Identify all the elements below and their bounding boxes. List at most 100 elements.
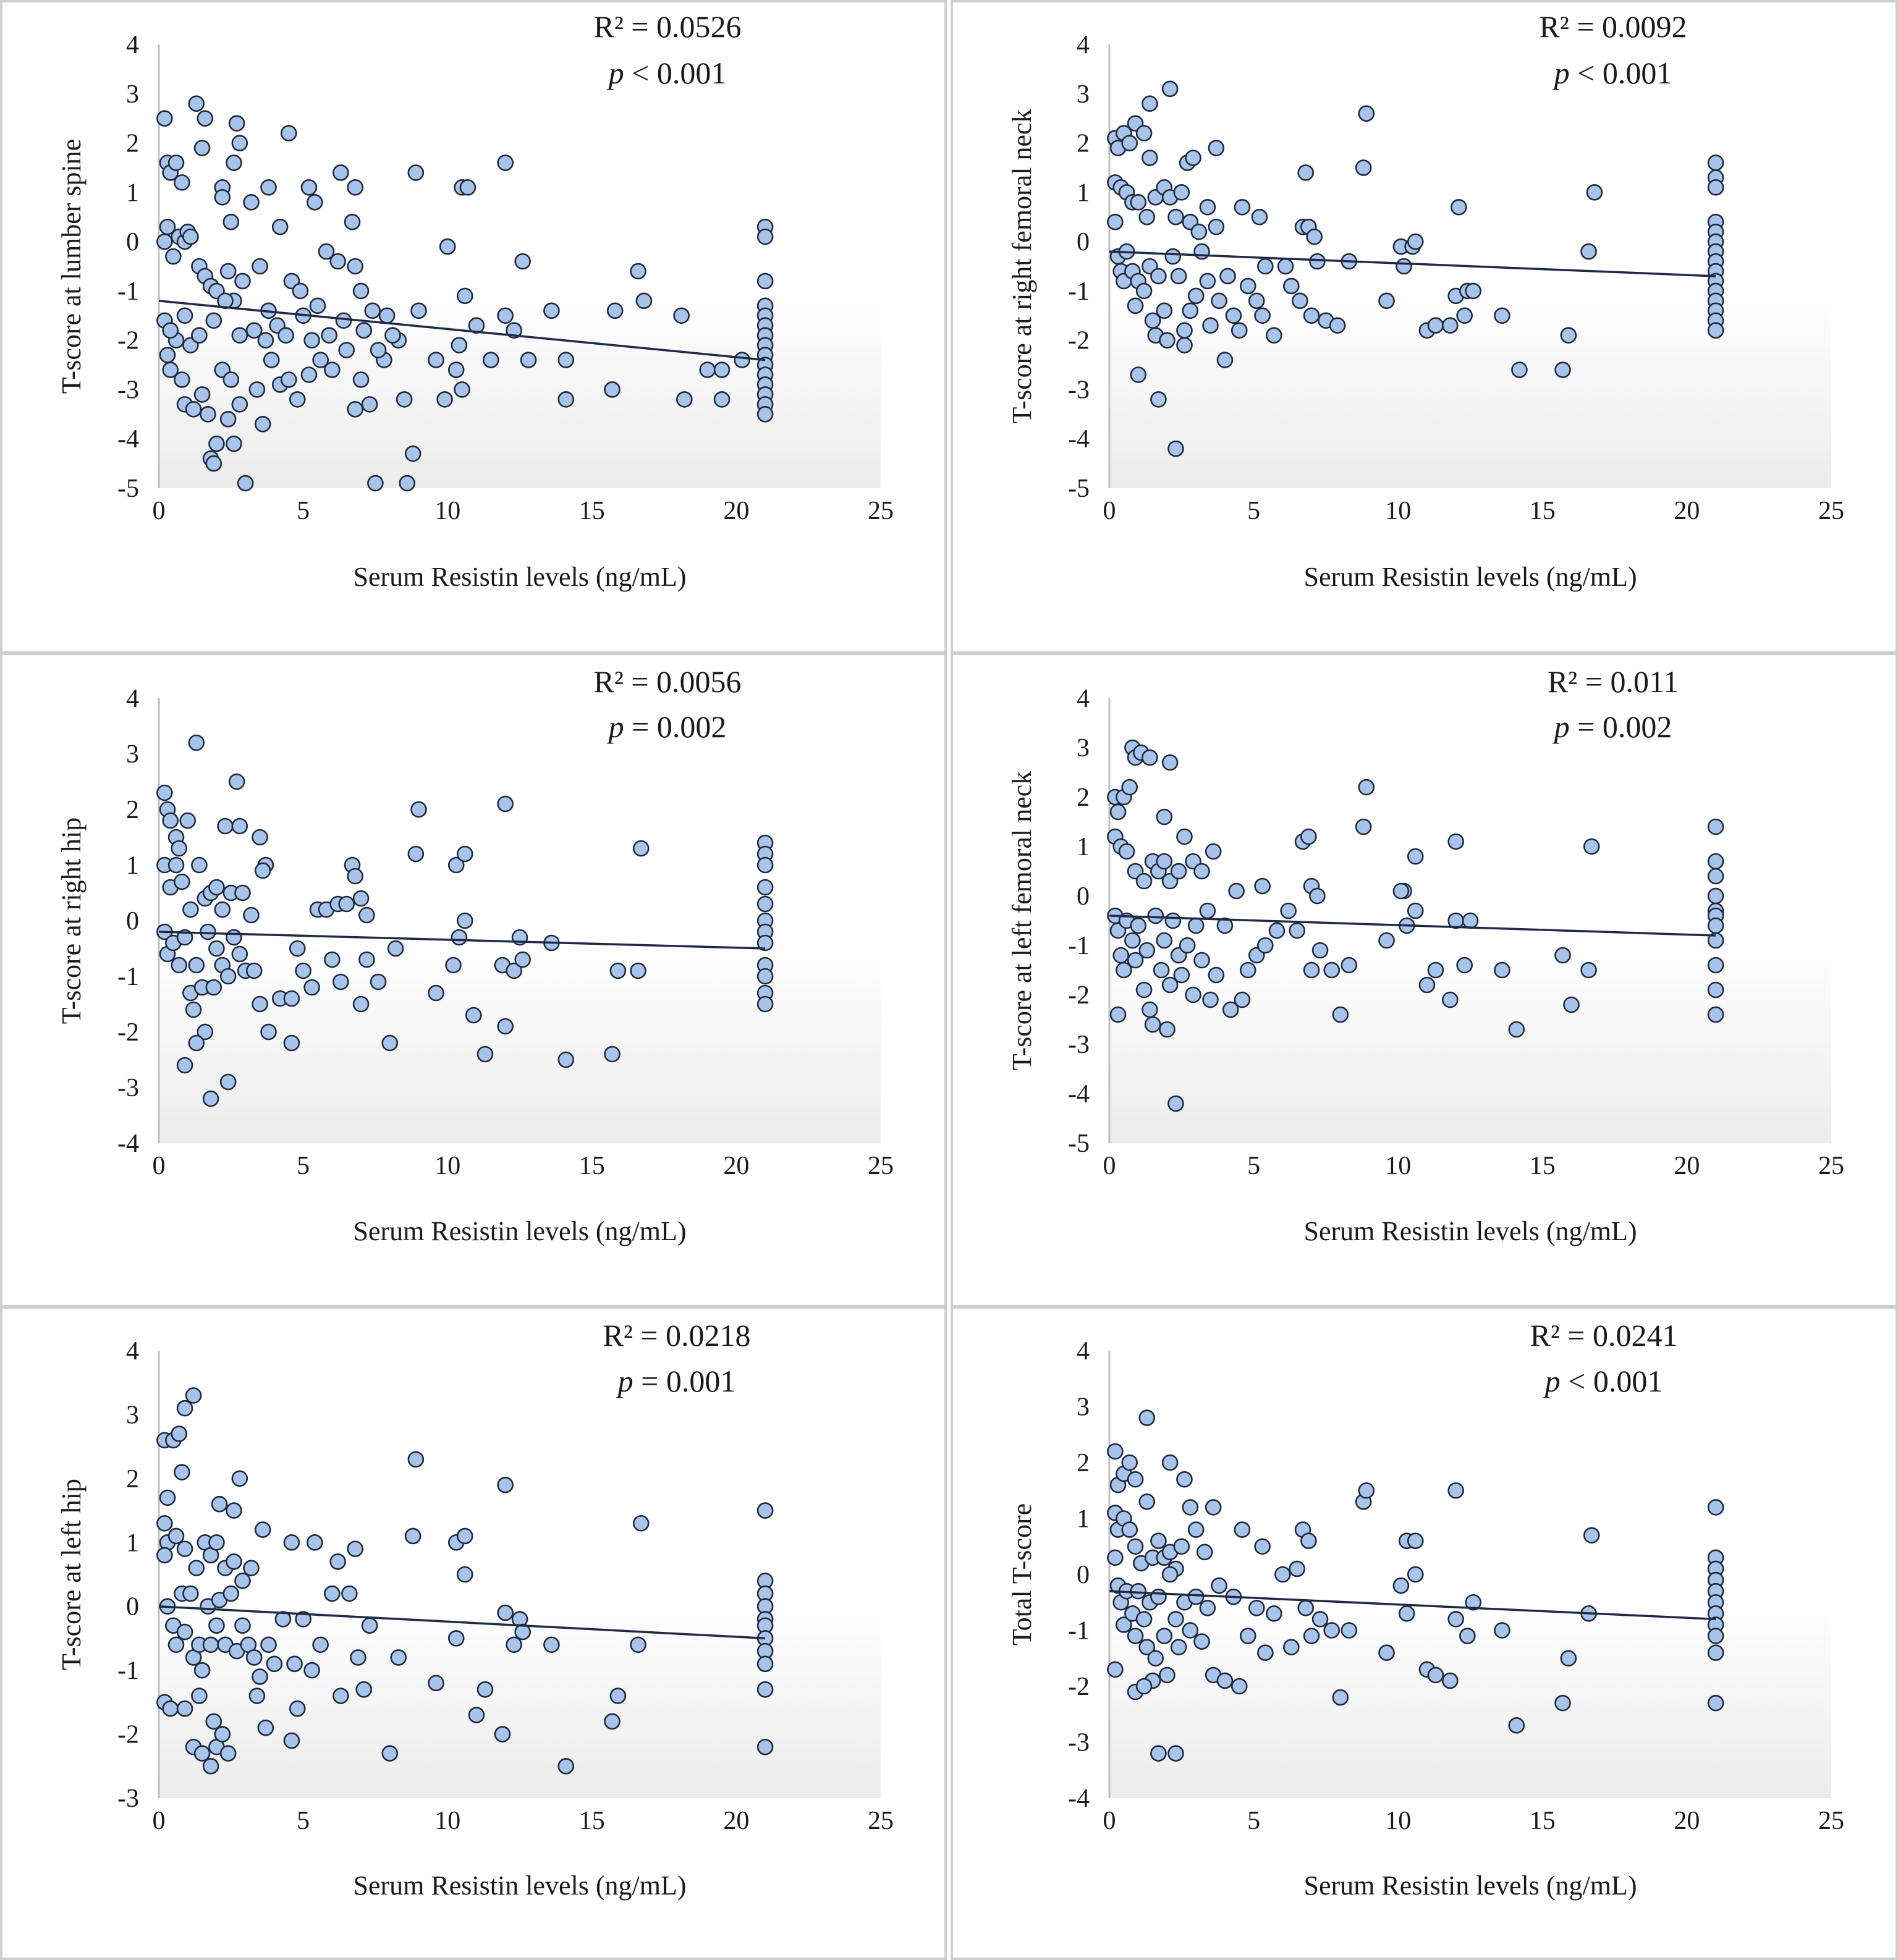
data-point	[283, 1732, 300, 1749]
data-point	[407, 845, 425, 863]
data-point	[1127, 1628, 1144, 1644]
trend-line-segment	[158, 1605, 766, 1640]
data-point	[1127, 952, 1144, 969]
data-point	[404, 445, 422, 462]
data-point	[1138, 1493, 1156, 1510]
x-tick-label: 20	[723, 1152, 749, 1180]
data-point	[234, 272, 251, 290]
data-point	[1187, 1588, 1205, 1605]
data-point	[1147, 907, 1164, 924]
y-tick-label: -3	[117, 376, 139, 404]
data-point	[1392, 882, 1410, 900]
data-point	[630, 263, 646, 280]
data-point	[167, 1636, 185, 1654]
y-axis-title: Total T-score	[1007, 1503, 1037, 1645]
data-point	[260, 1636, 277, 1654]
p-value-label: p < 0.001	[607, 56, 727, 90]
data-point	[162, 812, 179, 829]
data-point	[1121, 135, 1138, 151]
p-value: < 0.001	[1561, 1364, 1663, 1398]
data-point	[1161, 1566, 1179, 1583]
data-point	[1228, 882, 1245, 900]
x-tick-label: 15	[579, 1152, 605, 1180]
trend-line	[1109, 250, 1716, 277]
data-point	[1107, 213, 1124, 230]
data-point	[1116, 1616, 1132, 1633]
data-point	[465, 1007, 482, 1024]
data-point	[1251, 208, 1268, 226]
data-point	[1459, 1628, 1476, 1644]
x-tick-label: 25	[868, 1152, 894, 1180]
data-point	[1707, 887, 1724, 905]
data-point	[1289, 1560, 1305, 1578]
data-point	[1205, 1499, 1222, 1516]
data-point	[557, 1757, 575, 1775]
y-tick-label: -3	[117, 1785, 139, 1813]
data-point	[347, 401, 363, 418]
data-point	[630, 962, 646, 979]
data-point	[182, 228, 199, 245]
data-point	[399, 475, 416, 492]
data-point	[1303, 1628, 1320, 1644]
plot-area	[1109, 1351, 1831, 1798]
y-tick-label: -1	[117, 277, 139, 306]
data-point	[1580, 243, 1597, 260]
y-tick-label: -1	[1068, 932, 1090, 960]
data-point	[756, 934, 774, 952]
data-point	[1202, 317, 1219, 334]
data-point	[1707, 853, 1724, 870]
data-point	[1156, 932, 1173, 949]
data-point	[1707, 154, 1724, 171]
y-tick-label: -5	[1068, 1130, 1090, 1158]
data-point	[234, 1573, 251, 1589]
data-point	[338, 342, 355, 358]
data-point	[200, 406, 216, 423]
data-point	[1187, 287, 1205, 305]
r-squared-label: R² = 0.0241	[1530, 1318, 1677, 1353]
data-point	[1138, 942, 1156, 959]
y-tick-label: -2	[117, 327, 139, 355]
data-point	[1554, 947, 1571, 964]
data-point	[456, 1566, 473, 1583]
data-point	[344, 213, 361, 230]
data-point	[271, 218, 289, 235]
data-point	[1303, 961, 1320, 979]
data-point	[1142, 150, 1158, 166]
data-point	[387, 940, 404, 957]
data-point	[289, 1700, 306, 1717]
trend-line-segment	[1109, 915, 1716, 937]
data-point	[1196, 1544, 1213, 1561]
data-point	[1254, 307, 1271, 324]
data-point	[208, 1617, 225, 1634]
data-point	[520, 352, 537, 368]
data-point	[756, 1681, 774, 1698]
data-point	[1161, 754, 1179, 771]
data-point	[197, 110, 214, 127]
data-point	[358, 951, 375, 968]
data-point	[1707, 1628, 1724, 1644]
data-point	[1107, 1661, 1124, 1678]
p-value: < 0.001	[1570, 56, 1672, 90]
data-point	[1583, 838, 1600, 855]
data-point	[197, 1023, 214, 1041]
data-point	[231, 396, 248, 413]
y-tick-label: -2	[1068, 327, 1090, 355]
data-point	[226, 154, 242, 171]
data-point	[226, 929, 242, 946]
p-value: = 0.002	[1570, 709, 1672, 744]
data-point	[193, 1662, 211, 1679]
data-point	[312, 1636, 329, 1654]
r-squared-label: R² = 0.011	[1548, 664, 1679, 699]
p-symbol: p	[616, 1364, 633, 1398]
data-point	[1185, 150, 1201, 166]
data-point	[1190, 223, 1208, 240]
data-point	[1239, 277, 1256, 295]
data-point	[506, 1636, 522, 1654]
data-point	[756, 1655, 774, 1673]
data-point	[347, 868, 363, 885]
y-tick-label: -2	[1068, 1673, 1090, 1701]
data-point	[456, 912, 473, 929]
data-point	[1176, 337, 1193, 353]
y-tick-label: -3	[1068, 1031, 1090, 1059]
data-point	[1170, 863, 1187, 880]
